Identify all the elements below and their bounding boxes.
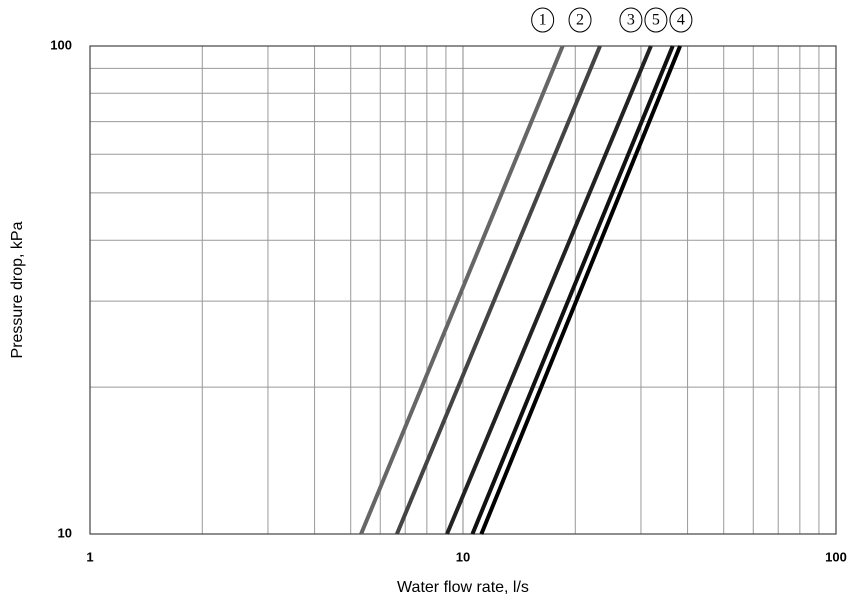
plot-frame	[89, 45, 837, 535]
y-axis-label: Pressure drop, kPa	[9, 221, 26, 358]
x-tick-label: 10	[456, 549, 470, 564]
line	[470, 45, 675, 535]
legend-label: 2	[576, 12, 584, 29]
legend-circle	[644, 7, 668, 33]
x-tick-label: 1	[86, 549, 93, 564]
x-axis-label: Water flow rate, l/s	[397, 579, 529, 596]
line	[445, 45, 653, 535]
legend-circle	[531, 7, 555, 33]
legend-label: 1	[539, 12, 547, 29]
legend-circle	[619, 7, 643, 33]
line	[479, 45, 682, 535]
legend-label: 4	[677, 12, 685, 29]
y-tick-label: 10	[58, 525, 72, 540]
legend-circle	[669, 7, 693, 33]
y-tick-label: 100	[50, 37, 72, 52]
legend-label: 3	[627, 12, 635, 29]
line	[395, 45, 602, 535]
legend-circle	[568, 7, 592, 33]
x-tick-label: 100	[825, 549, 847, 564]
line	[359, 45, 565, 535]
legend-label: 5	[652, 12, 660, 29]
